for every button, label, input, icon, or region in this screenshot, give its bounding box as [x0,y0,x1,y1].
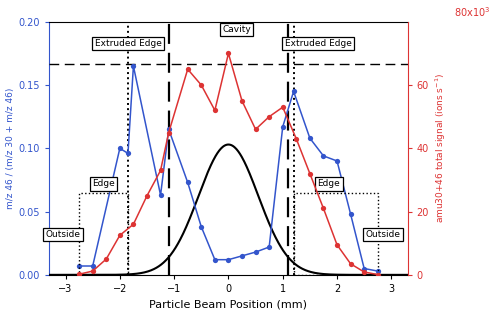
Text: Cavity: Cavity [222,25,251,34]
Bar [294,192,378,275]
Text: 80x10$^3$: 80x10$^3$ [454,5,490,19]
Bar [79,192,128,275]
Text: Outside: Outside [46,230,80,239]
Text: Edge: Edge [318,179,340,188]
Text: Edge: Edge [92,179,115,188]
Text: Extruded Edge: Extruded Edge [94,39,162,48]
Y-axis label: m/z 46 / (m/z 30 + m/z 46): m/z 46 / (m/z 30 + m/z 46) [6,88,15,209]
Y-axis label: amu30+46 total signal (ions s$^{-1}$): amu30+46 total signal (ions s$^{-1}$) [433,73,448,223]
Text: Extruded Edge: Extruded Edge [284,39,352,48]
Text: Outside: Outside [366,230,400,239]
X-axis label: Particle Beam Position (mm): Particle Beam Position (mm) [150,300,308,309]
